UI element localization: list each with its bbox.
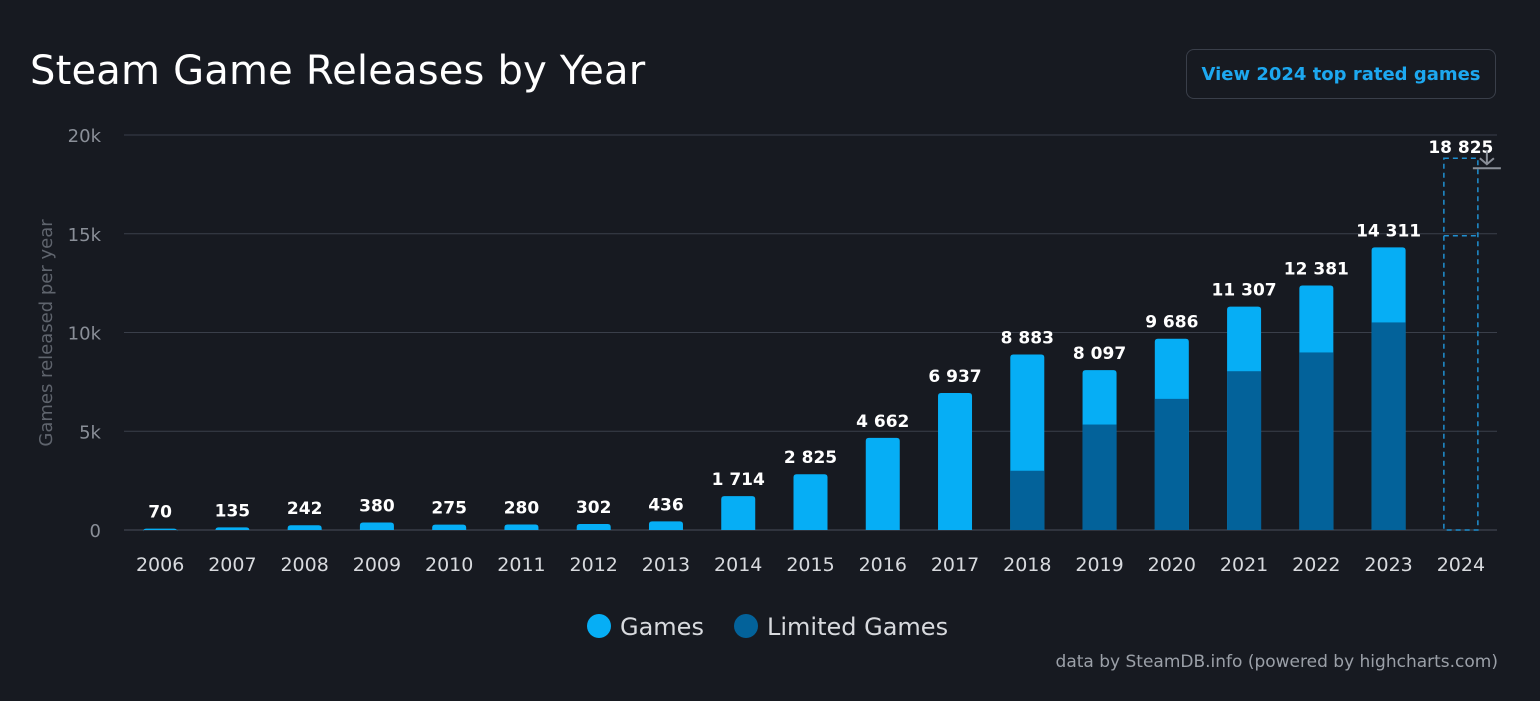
legend-item-limited-games[interactable]: Limited Games	[734, 613, 948, 641]
bar-games-2015[interactable]	[793, 474, 828, 530]
download-icon-arrow	[1479, 157, 1495, 166]
data-labels: 70 135 242 380 275 280 302 436 1 714 2 825 4 662 6 …	[148, 221, 1421, 522]
bar-games-2016[interactable]	[865, 437, 900, 530]
view-top-rated-button[interactable]: View 2024 top rated games	[1186, 49, 1496, 99]
data-label-2018: 8 883	[1001, 329, 1054, 349]
data-label-2010: 275	[431, 499, 467, 519]
data-label-2021: 11 307	[1212, 281, 1277, 301]
bar-games-2006[interactable]	[143, 528, 178, 532]
x-tick-label-2016: 2016	[859, 554, 907, 576]
y-tick-label: 15k	[68, 225, 102, 246]
x-tick-label-2019: 2019	[1075, 554, 1123, 576]
x-tick-label-2007: 2007	[208, 554, 256, 576]
data-label-2007: 135	[215, 501, 251, 521]
x-tick-label-2022: 2022	[1292, 554, 1340, 576]
x-tick-label-2018: 2018	[1003, 554, 1051, 576]
data-label-2022: 12 381	[1284, 259, 1349, 279]
x-tick-label-2017: 2017	[931, 554, 979, 576]
x-tick-label-2024: 2024	[1437, 554, 1485, 576]
data-label-2009: 380	[359, 496, 395, 516]
x-tick-label-2020: 2020	[1148, 554, 1196, 576]
x-tick-label-2009: 2009	[353, 554, 401, 576]
x-tick-label-2021: 2021	[1220, 554, 1268, 576]
projected-bar-2024[interactable]	[1443, 157, 1479, 531]
legend-item-games[interactable]: Games	[587, 613, 704, 641]
data-label-2017: 6 937	[928, 367, 981, 387]
x-tick-label-2008: 2008	[280, 554, 328, 576]
x-tick-label-2023: 2023	[1364, 554, 1412, 576]
y-axis-title: Games released per year	[36, 219, 57, 447]
data-label-2008: 242	[287, 499, 323, 519]
data-label-2019: 8 097	[1073, 344, 1126, 364]
bar-games-2010[interactable]	[432, 524, 467, 530]
legend: Games Limited Games	[587, 613, 948, 641]
x-tick-label-2012: 2012	[570, 554, 618, 576]
bar-games-2017[interactable]	[938, 392, 973, 530]
x-tick-label-2014: 2014	[714, 554, 762, 576]
data-label-2016: 4 662	[856, 412, 909, 432]
bar-games-2009[interactable]	[359, 522, 394, 530]
y-axis: 0 5k 10k 15k 20k	[68, 126, 102, 542]
bar-limited-2018[interactable]	[1010, 470, 1045, 530]
bar-games-2012[interactable]	[576, 524, 611, 530]
data-credit[interactable]: data by SteamDB.info (powered by highcha…	[1055, 652, 1498, 672]
legend-label-games: Games	[620, 613, 704, 641]
bars	[143, 247, 1406, 532]
data-label-2011: 280	[504, 498, 540, 518]
bar-games-2007[interactable]	[215, 527, 250, 531]
bar-games-2008[interactable]	[287, 525, 322, 530]
data-label-2024: 18 825	[1428, 138, 1493, 158]
bar-limited-2021[interactable]	[1227, 371, 1262, 530]
legend-marker-limited-games	[734, 614, 758, 638]
download-icon[interactable]	[1472, 150, 1501, 170]
bar-games-2013[interactable]	[648, 521, 683, 530]
x-tick-label-2006: 2006	[136, 554, 184, 576]
x-tick-label-2011: 2011	[497, 554, 545, 576]
projection-2024[interactable]: 18 825	[1428, 138, 1501, 531]
data-label-2015: 2 825	[784, 448, 837, 468]
chart-title: Steam Game Releases by Year	[30, 48, 646, 94]
bar-limited-2023[interactable]	[1371, 322, 1406, 530]
legend-label-limited-games: Limited Games	[767, 613, 948, 641]
x-tick-label-2013: 2013	[642, 554, 690, 576]
data-label-2006: 70	[148, 503, 172, 523]
y-tick-label: 20k	[68, 126, 102, 147]
grid-lines	[124, 134, 1497, 531]
data-label-2023: 14 311	[1356, 221, 1421, 241]
data-label-2020: 9 686	[1145, 313, 1198, 333]
x-tick-label-2010: 2010	[425, 554, 473, 576]
bar-limited-2022[interactable]	[1299, 352, 1334, 530]
bar-games-2014[interactable]	[721, 496, 756, 530]
data-label-2014: 1 714	[712, 470, 765, 490]
bar-games-2011[interactable]	[504, 524, 539, 530]
bar-limited-2020[interactable]	[1154, 398, 1189, 530]
bar-limited-2019[interactable]	[1082, 424, 1117, 530]
legend-marker-games	[587, 614, 611, 638]
data-label-2013: 436	[648, 495, 684, 515]
y-tick-label: 5k	[79, 422, 101, 443]
y-tick-label: 0	[90, 521, 101, 542]
data-label-2012: 302	[576, 498, 612, 518]
x-axis: 2006 2007 2008 2009 2010 2011 2012 2013 2014 2015…	[136, 554, 1485, 576]
y-tick-label: 10k	[68, 324, 102, 345]
x-tick-label-2015: 2015	[786, 554, 834, 576]
